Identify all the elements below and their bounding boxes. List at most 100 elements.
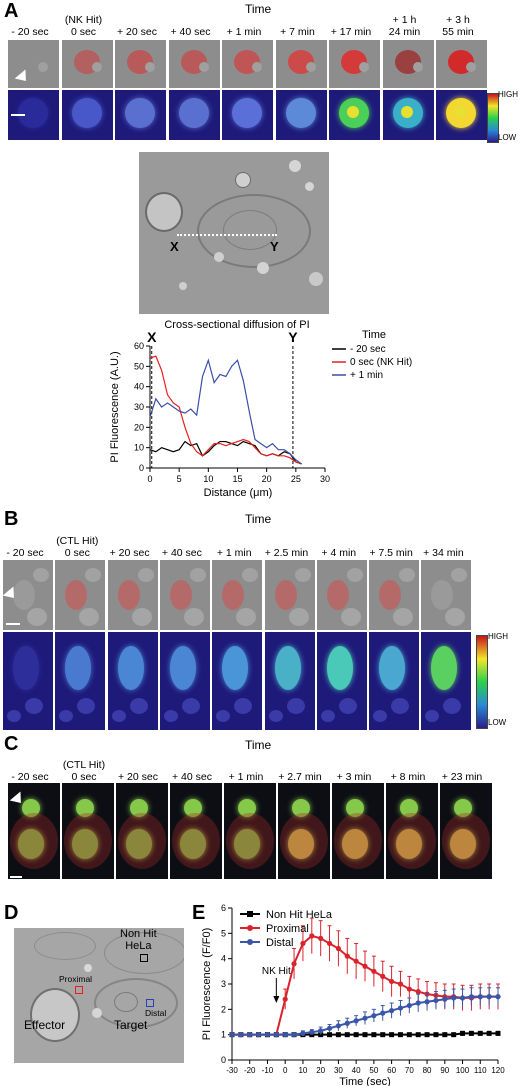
data-point	[362, 963, 368, 969]
colorbar-b-high: HIGH	[488, 632, 508, 641]
timepoint-label: + 3 h 55 min	[442, 14, 474, 38]
x-tick-label: 50	[369, 1066, 378, 1075]
chart-title: Cross-sectional diffusion of PI	[164, 319, 309, 331]
x-tick-label: 10	[298, 1066, 307, 1075]
timepoint-label: + 20 sec	[109, 547, 150, 559]
data-point	[380, 1032, 386, 1038]
data-point	[362, 1015, 368, 1021]
data-point	[389, 1032, 395, 1038]
data-point	[229, 1032, 235, 1038]
legend-entry: Non Hit HeLa	[266, 909, 333, 921]
data-point	[380, 1010, 386, 1016]
timepoint-label: + 40 sec	[172, 771, 212, 783]
panel-c-time-title: Time	[245, 738, 272, 752]
data-point	[460, 1030, 466, 1036]
data-point	[477, 1030, 483, 1036]
micro-y-label: Y	[270, 239, 279, 254]
non-hit-label: Non Hit HeLa	[120, 928, 157, 952]
data-point	[282, 1032, 288, 1038]
data-point	[335, 1023, 341, 1029]
image-frame	[264, 632, 315, 730]
data-point	[424, 999, 430, 1005]
image-frame	[212, 632, 263, 730]
x-tick-label: 100	[456, 1066, 470, 1075]
data-point	[264, 1032, 271, 1038]
series-line	[149, 358, 303, 465]
legend-marker	[247, 925, 253, 931]
data-point	[335, 1032, 341, 1038]
x-axis-label: Distance (μm)	[204, 487, 273, 499]
annotation-arrowhead	[273, 996, 280, 1003]
timepoint-label: (NK Hit) 0 sec	[64, 14, 103, 38]
image-frame	[382, 40, 434, 88]
timepoint-label: + 34 min	[423, 547, 464, 559]
data-point	[389, 1008, 395, 1014]
legend-entry: Proximal	[266, 923, 309, 935]
colorbar-a-high: HIGH	[498, 90, 518, 99]
data-point	[424, 1032, 430, 1038]
data-point	[433, 1032, 439, 1038]
data-point	[291, 961, 297, 967]
data-point	[247, 1032, 253, 1038]
y-axis-label: PI Fluorescence (F/F0)	[201, 928, 213, 1040]
x-tick-label: 30	[334, 1066, 343, 1075]
legend-entry: Distal	[266, 937, 294, 949]
data-point	[495, 1030, 501, 1036]
micro-x-label: X	[170, 239, 179, 254]
data-point	[397, 1005, 404, 1011]
timepoint-label: + 8 min	[390, 771, 426, 783]
time-course-chart: 0 1 2 3 4 5 6 -30 -20 -10 0 10 20 30 40 50 60 70 80 90 100 11…	[201, 903, 505, 1086]
image-frame	[369, 560, 420, 630]
panel-e-label: E	[192, 902, 206, 924]
data-point	[353, 1032, 359, 1038]
panel-a-label: A	[4, 0, 19, 22]
data-point	[495, 994, 501, 1000]
x-tick-label: -20	[244, 1066, 256, 1075]
timepoint-label: + 3 min	[336, 771, 372, 783]
image-frame	[55, 632, 106, 730]
micrograph-pi: X Y	[139, 152, 329, 314]
x-axis-label: Time (sec)	[339, 1076, 391, 1086]
distal-roi	[146, 999, 154, 1007]
data-point	[300, 1030, 306, 1036]
cross-section-chart: Cross-sectional diffusion of PI 0 10 20 30 40…	[109, 319, 412, 499]
distal-label: Distal	[145, 1008, 167, 1018]
timepoint-label: + 2.7 min	[278, 771, 322, 783]
data-point	[371, 968, 377, 974]
data-point	[389, 978, 395, 985]
timepoint-label: + 17 min	[330, 26, 372, 38]
y-tick-label: 5	[221, 928, 226, 938]
nk-hit-annotation: NK Hit	[262, 966, 291, 977]
y-tick-label: 30	[134, 402, 144, 412]
x-tick-label: 0	[283, 1066, 288, 1075]
x-tick-label: 70	[405, 1066, 414, 1075]
image-frame	[212, 560, 263, 630]
image-frame	[421, 560, 472, 630]
image-frame	[107, 632, 158, 730]
colorbar-b	[476, 635, 488, 729]
data-point	[353, 1018, 359, 1024]
image-frame	[168, 90, 220, 140]
y-tick-label: 50	[134, 361, 144, 371]
y-tick-label: 0	[139, 463, 144, 473]
data-point	[273, 1032, 279, 1038]
timepoint-label: + 20 sec	[117, 26, 157, 38]
scale-bar	[11, 114, 25, 116]
image-frame	[316, 632, 367, 730]
colorbar-b-low: LOW	[488, 718, 507, 727]
image-frame	[168, 40, 220, 88]
x-tick-label: 120	[491, 1066, 505, 1075]
x-tick-label: -10	[262, 1066, 274, 1075]
y-tick-label: 2	[221, 1004, 226, 1014]
data-point	[362, 1032, 368, 1038]
image-frame	[222, 40, 273, 88]
data-point	[309, 1029, 315, 1035]
x-tick-label: 20	[316, 1066, 325, 1075]
image-frame	[170, 783, 222, 879]
data-point	[468, 994, 474, 1000]
data-point	[344, 953, 350, 959]
image-frame	[222, 90, 273, 140]
y-tick-label: 3	[221, 979, 226, 989]
scale-bar	[10, 876, 22, 878]
timepoint-label: + 7 min	[280, 26, 315, 38]
